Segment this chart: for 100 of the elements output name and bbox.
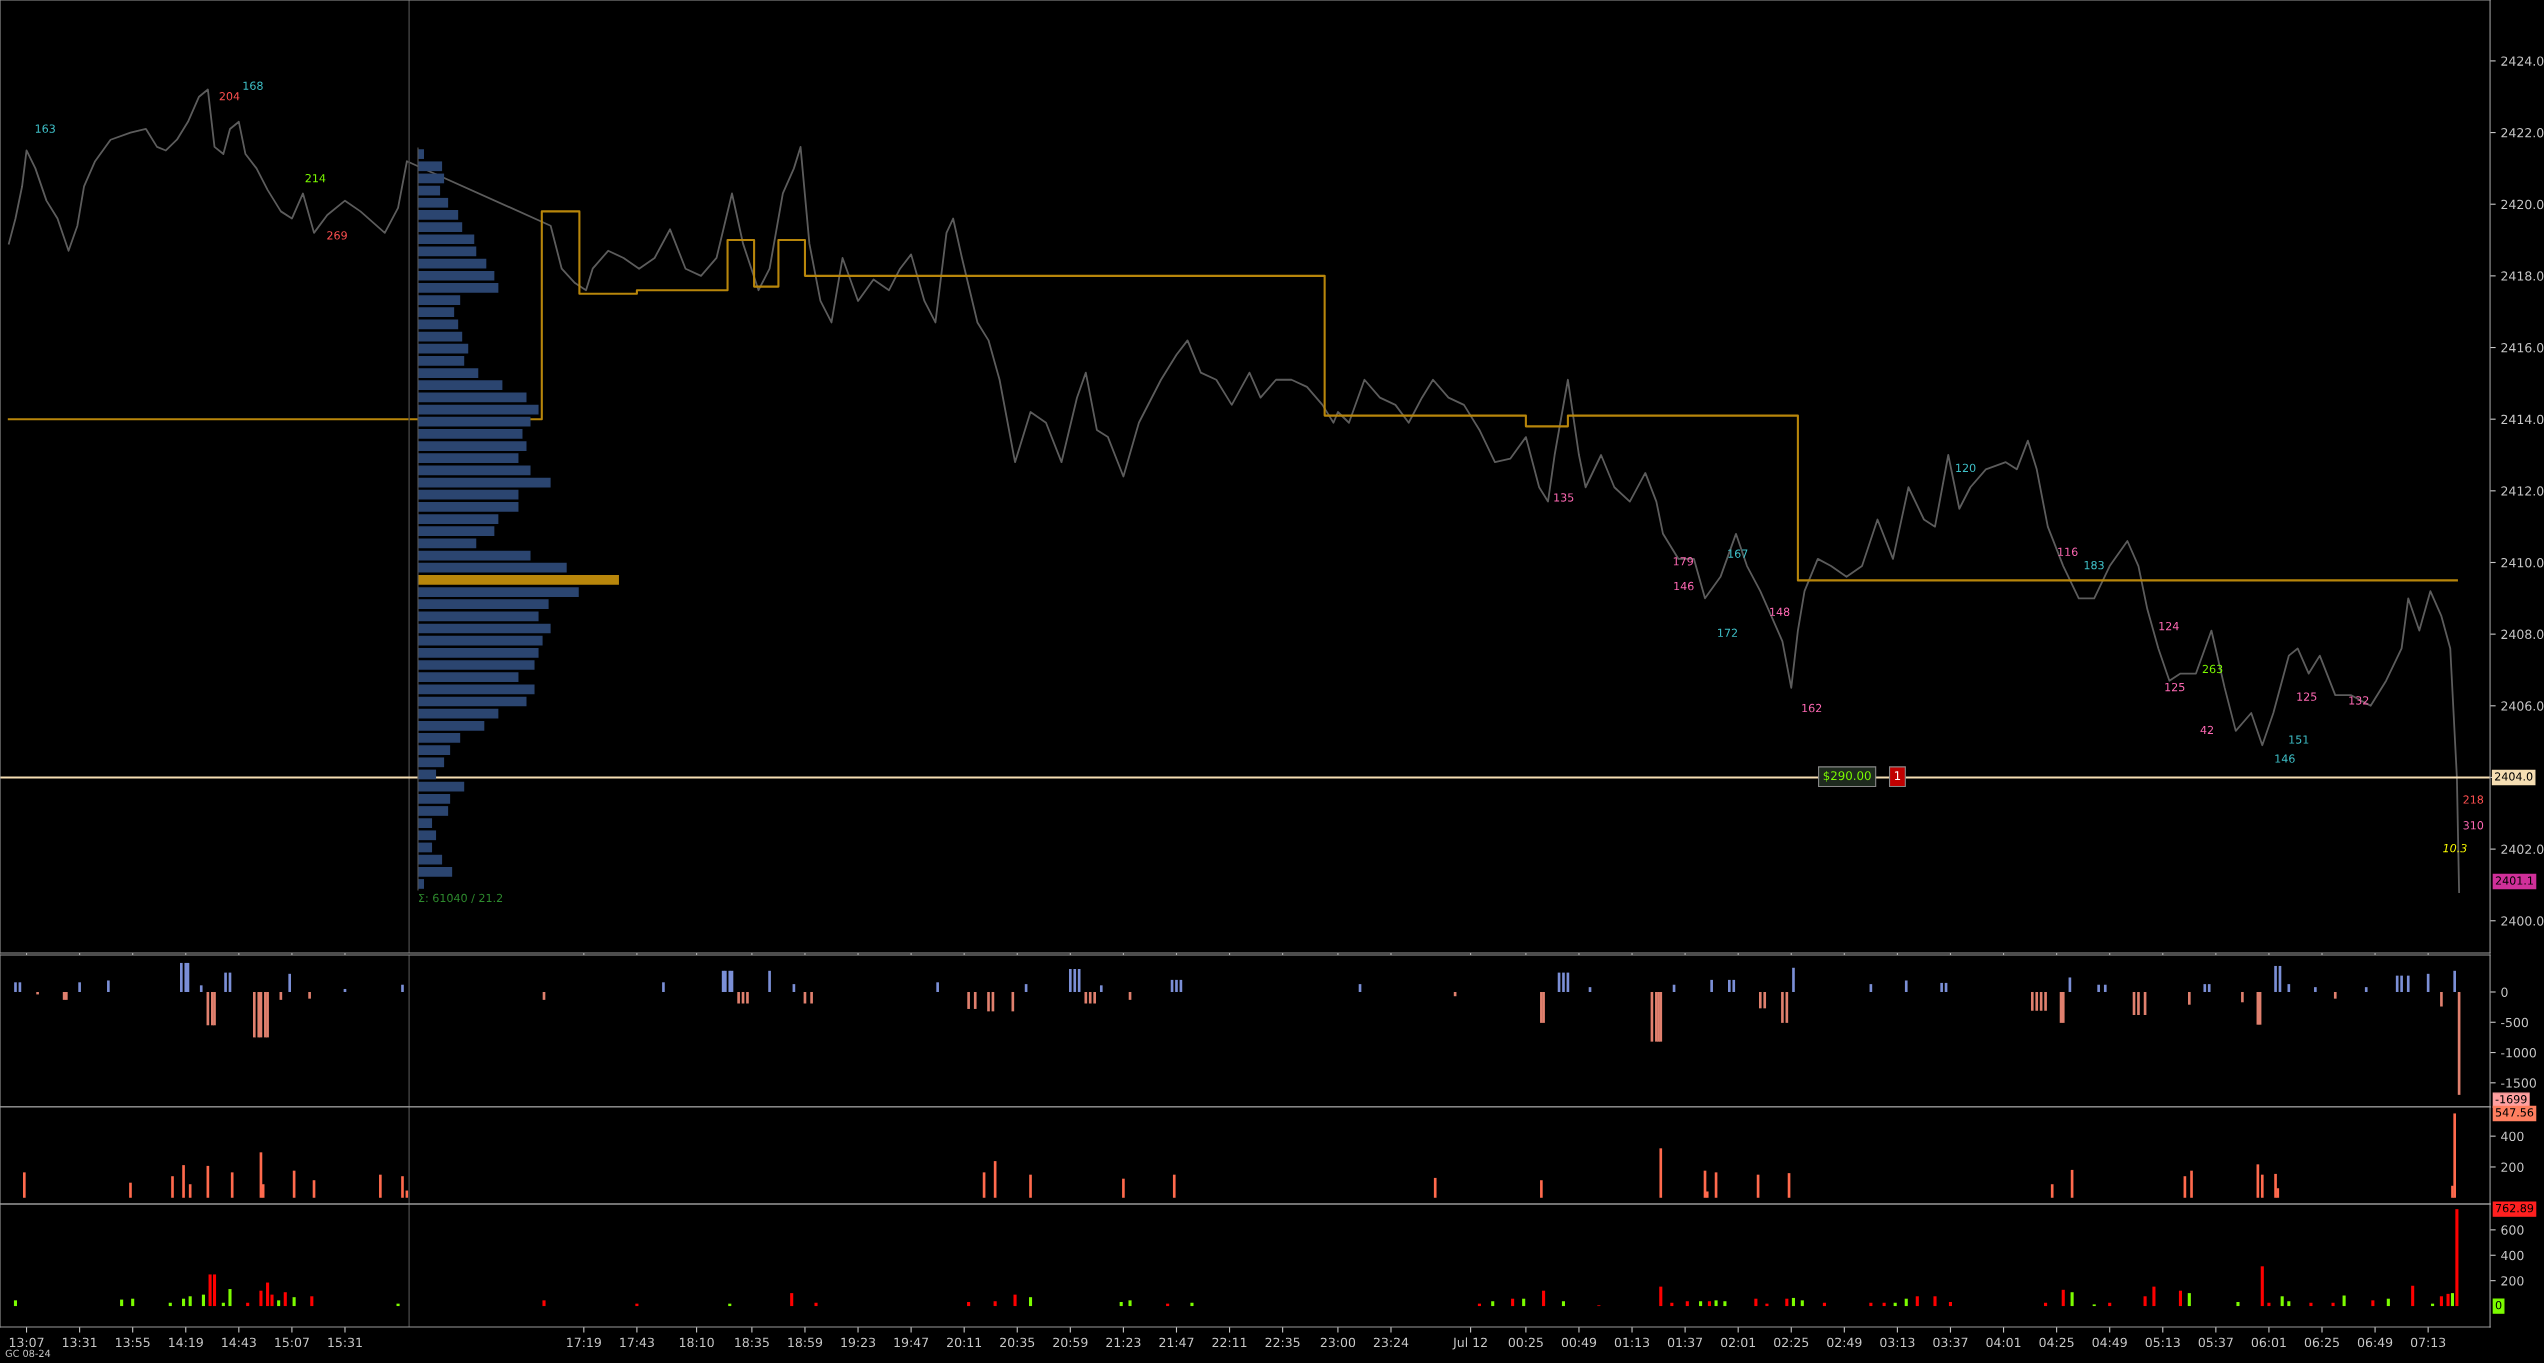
- bar: [417, 514, 499, 524]
- x-tick-label: 02:01: [1720, 1337, 1756, 1348]
- bar: [417, 818, 433, 828]
- y-tick-label: 2420.0: [2501, 199, 2544, 210]
- bar: [417, 441, 527, 451]
- annotation: $290.00: [1823, 770, 1871, 782]
- bar: [417, 830, 437, 841]
- bar: [417, 623, 551, 634]
- bar: [417, 635, 543, 646]
- annotation: 269: [327, 231, 347, 240]
- bar: [417, 356, 465, 366]
- y-tick-label: 400: [2501, 1250, 2524, 1261]
- x-tick-label: 14:43: [222, 1337, 256, 1348]
- x-tick-label: 15:31: [328, 1337, 362, 1348]
- bar: [417, 733, 461, 743]
- bar: [417, 587, 579, 597]
- annotation: 151: [2289, 735, 2309, 744]
- annotation: 168: [243, 81, 263, 90]
- bar: [417, 806, 449, 816]
- bar: [417, 538, 477, 549]
- x-tick-label: 18:59: [788, 1337, 823, 1348]
- y-tick-label: -1000: [2501, 1048, 2536, 1058]
- annotation: 167: [1728, 549, 1748, 558]
- x-tick-label: 03:37: [1933, 1337, 1968, 1348]
- y-tick-label: 2412.0: [2501, 486, 2544, 496]
- bar: [417, 611, 539, 622]
- y-tick-label: 2410.0: [2501, 557, 2544, 568]
- bar: [417, 489, 519, 500]
- bar: [417, 684, 535, 695]
- y-tick-label: -1500: [2501, 1078, 2536, 1088]
- bar: [417, 234, 475, 245]
- x-tick-label: 06:01: [2251, 1337, 2286, 1348]
- annotation: 214: [305, 173, 326, 183]
- bar: [417, 258, 487, 269]
- x-tick-label: 18:10: [679, 1337, 714, 1348]
- x-tick-label: 20:35: [1000, 1337, 1035, 1348]
- x-tick-label: 13:31: [62, 1337, 97, 1348]
- x-tick-label: 01:37: [1667, 1337, 1703, 1348]
- annotation: 10.3: [2443, 843, 2467, 853]
- bar: [417, 647, 539, 658]
- annotation: 179: [1673, 557, 1693, 566]
- bar: [417, 392, 527, 403]
- y-tick-label: 0: [2501, 987, 2508, 997]
- y-tick-label: 2418.0: [2501, 271, 2544, 281]
- annotation: 183: [2084, 560, 2104, 570]
- annotation: 146: [1674, 581, 1694, 591]
- annotation: 218: [2463, 795, 2484, 804]
- bar: [417, 307, 455, 318]
- y-tick-label: 2402.0: [2501, 844, 2544, 855]
- bar: [417, 793, 451, 804]
- bar: [417, 161, 443, 172]
- x-tick-label: Jul 12: [1452, 1337, 1487, 1350]
- bar: [417, 526, 495, 537]
- bar: [417, 745, 451, 756]
- y-tick-label: 200: [2501, 1162, 2524, 1172]
- annotation: 172: [1718, 628, 1737, 637]
- y-tick-label: 200: [2501, 1276, 2524, 1286]
- bar: [417, 368, 479, 378]
- bar: [417, 477, 551, 488]
- y-tick-label: 2414.0: [2501, 414, 2544, 425]
- y-tick-label: 2408.0: [2501, 629, 2544, 640]
- x-tick-label: 07:13: [2410, 1337, 2446, 1348]
- text: -1699: [2495, 1095, 2527, 1104]
- bar: [417, 404, 539, 415]
- bar: [417, 331, 463, 342]
- bar: [417, 197, 449, 208]
- y-tick-label: 2400.0: [2501, 916, 2544, 926]
- text: GC 08-24: [5, 1349, 51, 1358]
- bar: [417, 343, 469, 354]
- bar: [417, 283, 499, 293]
- annotation: 42: [2200, 725, 2213, 735]
- bar: [417, 465, 531, 476]
- bar: [417, 866, 453, 877]
- x-tick-label: 17:19: [567, 1337, 601, 1348]
- bar: [417, 453, 519, 464]
- bar: [417, 720, 485, 731]
- annotation: 120: [1956, 463, 1976, 473]
- annotation: 163: [35, 124, 55, 133]
- y-tick-label: 600: [2501, 1225, 2524, 1235]
- x-tick-label: 22:11: [1212, 1337, 1247, 1347]
- bar: [417, 380, 503, 391]
- x-tick-label: 21:23: [1106, 1337, 1141, 1348]
- bar: [417, 660, 535, 670]
- text: 547.56: [2495, 1108, 2534, 1117]
- ref-line-label: 2404.0: [2495, 772, 2533, 781]
- text: 2401.1: [2495, 876, 2533, 885]
- bar: [417, 708, 499, 719]
- x-tick-label: 19:47: [894, 1337, 929, 1348]
- annotation: 146: [2275, 754, 2295, 763]
- bar: [417, 502, 519, 512]
- x-tick-label: 20:11: [947, 1337, 982, 1348]
- y-tick-label: 400: [2501, 1131, 2524, 1142]
- x-tick-label: 23:24: [1373, 1337, 1409, 1348]
- annotation: Σ: 61040 / 21.2: [419, 893, 503, 904]
- bar: [417, 429, 523, 439]
- x-tick-label: 00:25: [1508, 1337, 1543, 1348]
- annotation: 310: [2463, 821, 2484, 830]
- annotation: 148: [1770, 607, 1790, 617]
- y-tick-label: 2422.0: [2501, 128, 2544, 138]
- annotation: 1: [1894, 771, 1901, 780]
